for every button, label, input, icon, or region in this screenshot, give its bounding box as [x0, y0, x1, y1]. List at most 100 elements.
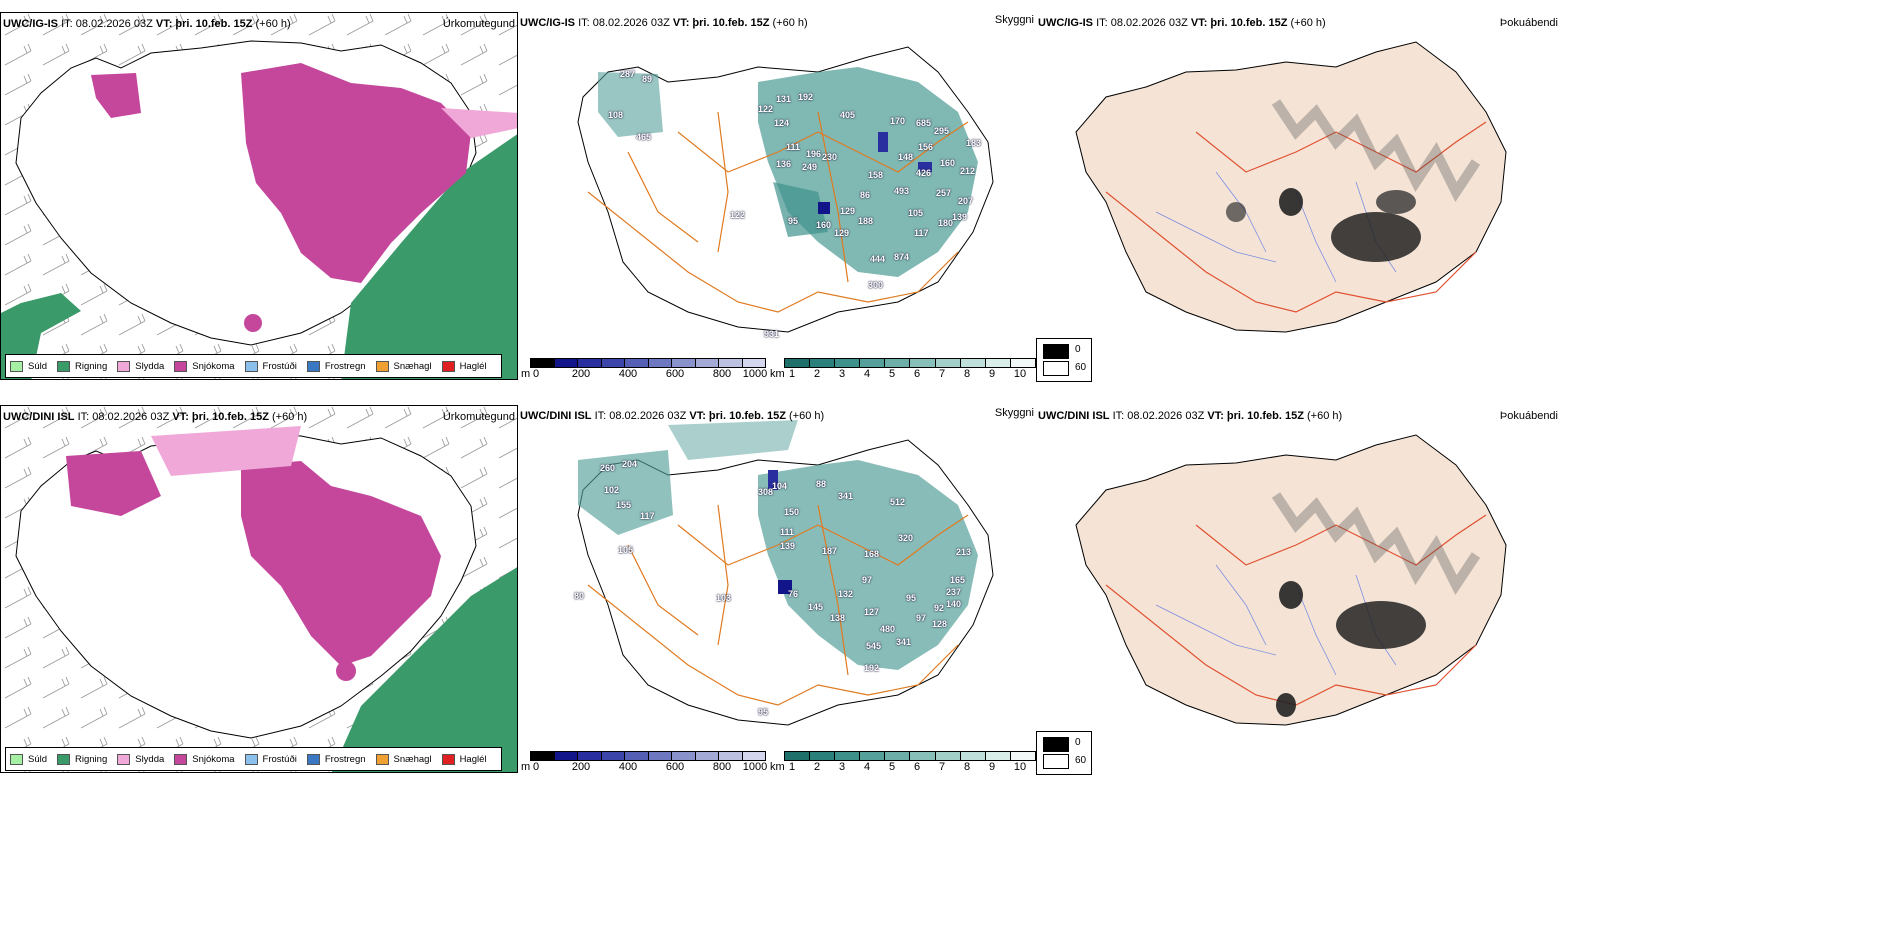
visibility-label: 140 [946, 599, 962, 609]
tick-label: 0 [532, 761, 540, 773]
visibility-label: 111 [786, 142, 801, 152]
panel-title: UWC/IG-IS IT: 08.02.2026 03Z VT: þri. 10… [520, 17, 808, 29]
fog-index-map [1075, 434, 1507, 726]
fog-legend-label: 60 [1075, 362, 1087, 373]
visibility-colorbar: km 1 2 3 4 5 6 7 8 9 10 [770, 751, 1036, 773]
visibility-label: 138 [830, 613, 846, 623]
field-name: Úrkomutegund [442, 18, 515, 30]
river-network [1155, 564, 1397, 676]
fog-index-map [1075, 41, 1507, 333]
panel-title: UWC/DINI ISL IT: 08.02.2026 03Z VT: þri.… [1038, 410, 1343, 422]
visibility-label: 444 [870, 254, 886, 264]
rain-area [331, 567, 517, 772]
legend-item-sleet: Slydda [117, 753, 164, 765]
tick-label: 0 [532, 368, 540, 380]
snow-area [241, 63, 471, 283]
visibility-label: 213 [956, 547, 972, 557]
visibility-label: 76 [788, 589, 799, 599]
visibility-label: 212 [960, 166, 976, 176]
legend-item-sleet: Slydda [117, 360, 164, 372]
visibility-label: 260 [600, 463, 616, 473]
visibility-label: 160 [816, 220, 832, 230]
tick-label: 400 [618, 368, 638, 380]
tick-label: 4 [863, 368, 871, 380]
precip-type-panel-dini: UWC/DINI ISL IT: 08.02.2026 03Z VT: þri.… [0, 405, 518, 773]
visibility-map [577, 46, 994, 333]
visibility-label: 105 [618, 545, 634, 555]
legend-item-hail: Haglél [441, 360, 487, 372]
visibility-label: 131 [776, 94, 792, 104]
visibility-label: 237 [946, 587, 962, 597]
field-name: Skyggni [994, 407, 1034, 419]
visibility-label: 104 [772, 481, 788, 491]
visibility-label: 129 [840, 206, 856, 216]
visibility-label: 92 [934, 603, 945, 613]
tick-label: 7 [938, 368, 946, 380]
precip-type-legend: Súld Rigning Slydda Snjókoma Frostúði Fr… [5, 747, 502, 771]
fog-legend-label: 60 [1075, 755, 1087, 766]
low-visibility-area [758, 460, 978, 670]
tick-label: 2 [813, 761, 821, 773]
visibility-label: 685 [916, 118, 932, 128]
visibility-label: 97 [916, 613, 927, 623]
visibility-label: 931 [764, 329, 780, 339]
elevation-colorbar: m 0 200 400 600 800 1000 [521, 358, 768, 380]
tick-label: 1000 [742, 368, 768, 380]
legend-item-rain: Rigning [57, 753, 107, 765]
panel-title: UWC/DINI ISL IT: 08.02.2026 03Z VT: þri.… [3, 411, 308, 423]
visibility-label: 89 [642, 74, 653, 84]
legend-item-snow: Snjókoma [174, 360, 235, 372]
visibility-label: 295 [934, 126, 950, 136]
fog-index-panel-dini: UWC/DINI ISL IT: 08.02.2026 03Z VT: þri.… [1036, 405, 1560, 775]
visibility-label: 192 [864, 663, 880, 673]
visibility-label: 341 [838, 491, 854, 501]
iceland-outline [1075, 41, 1507, 333]
legend-item-snow-pellets: Snæhagl [375, 753, 432, 765]
road-network [587, 111, 969, 313]
panel-title: UWC/IG-IS IT: 08.02.2026 03Z VT: þri. 10… [1038, 17, 1326, 29]
fog-legend-swatch [1043, 361, 1069, 376]
field-name: Skyggni [994, 14, 1034, 26]
visibility-label: 287 [620, 69, 636, 79]
precip-type-legend: Súld Rigning Slydda Snjókoma Frostúði Fr… [5, 354, 502, 378]
visibility-label: 111 [780, 527, 795, 537]
visibility-label: 80 [574, 591, 585, 601]
visibility-panel-dini: UWC/DINI ISL IT: 08.02.2026 03Z VT: þri.… [518, 405, 1036, 775]
snow-area-nw [66, 451, 161, 516]
fog-legend-label: 0 [1075, 344, 1081, 355]
visibility-label: 308 [758, 487, 774, 497]
tick-label: 6 [913, 368, 921, 380]
visibility-label: 204 [622, 459, 638, 469]
tick-label: 600 [665, 368, 685, 380]
visibility-label: 426 [916, 168, 932, 178]
visibility-label: 150 [784, 507, 800, 517]
visibility-panel-igis: UWC/IG-IS IT: 08.02.2026 03Z VT: þri. 10… [518, 12, 1036, 382]
iceland-outline [1075, 434, 1507, 726]
tick-label: 8 [963, 761, 971, 773]
visibility-label: 165 [950, 575, 966, 585]
legend-item-snow-pellets: Snæhagl [375, 360, 432, 372]
tick-label: 1 [788, 368, 796, 380]
visibility-label: 122 [730, 210, 746, 220]
legend-item-freezing-drizzle: Frostúði [244, 753, 297, 765]
visibility-label: 158 [868, 170, 884, 180]
fog-legend-swatch [1043, 344, 1069, 359]
tick-label: 1 [788, 761, 796, 773]
fog-index-panel-igis: UWC/IG-IS IT: 08.02.2026 03Z VT: þri. 10… [1036, 12, 1560, 382]
panel-title: UWC/DINI ISL IT: 08.02.2026 03Z VT: þri.… [520, 410, 825, 422]
visibility-label: 320 [898, 533, 914, 543]
visibility-label: 512 [890, 497, 906, 507]
field-name: Þokuábendi [1499, 410, 1558, 422]
tick-label: 600 [665, 761, 685, 773]
visibility-label: 122 [758, 104, 774, 114]
visibility-label: 405 [840, 110, 856, 120]
panel-title: UWC/IG-IS IT: 08.02.2026 03Z VT: þri. 10… [3, 18, 291, 30]
tick-label: 3 [838, 368, 846, 380]
legend-item-hail: Haglél [441, 753, 487, 765]
fog-index-legend: 0 60 [1036, 731, 1092, 775]
sleet-area [151, 426, 301, 476]
visibility-label: 129 [834, 228, 850, 238]
visibility-label: 108 [608, 110, 624, 120]
fog-legend-swatch [1043, 737, 1069, 752]
visibility-label: 192 [798, 92, 814, 102]
